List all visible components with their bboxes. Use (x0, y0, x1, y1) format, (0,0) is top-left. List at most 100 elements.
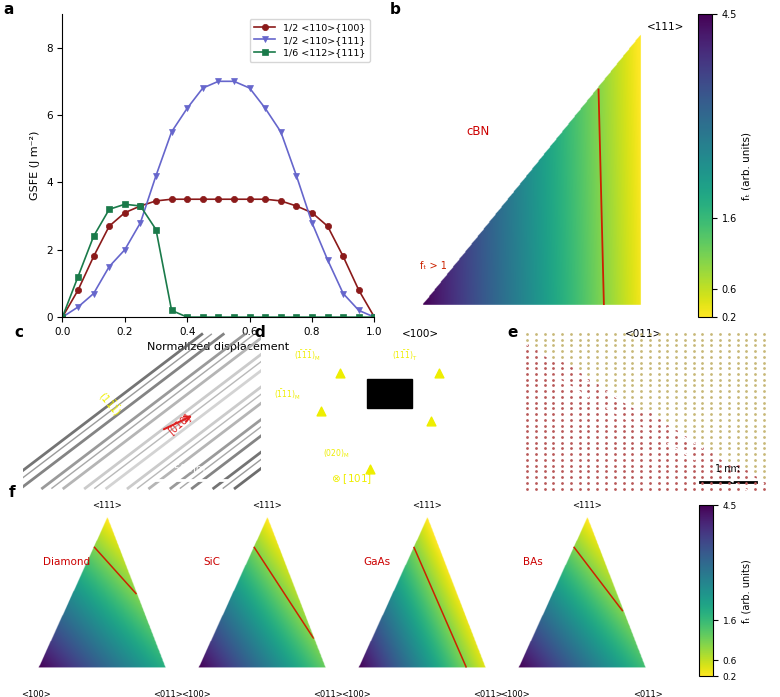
1/2 <110>{100} (167, 195, 176, 204)
1/2 <110>{100} (214, 195, 223, 204)
Text: <100>: <100> (402, 329, 438, 339)
Point (679, 328, 692, 339)
Text: <100>: <100> (501, 690, 530, 697)
1/6 <112>{111} (354, 313, 363, 321)
Text: d: d (254, 325, 265, 339)
1/6 <112>{111} (292, 313, 301, 321)
Text: <111>: <111> (92, 501, 122, 510)
Text: <011>: <011> (626, 329, 662, 339)
1/2 <110>{100} (245, 195, 254, 204)
1/2 <110>{111} (276, 128, 285, 136)
1/2 <110>{111} (89, 289, 98, 298)
Text: 1 nm: 1 nm (715, 464, 740, 474)
Point (759, 119, 771, 130)
Text: $(1\bar{1}\bar{1})_{\rm T}$: $(1\bar{1}\bar{1})_{\rm T}$ (392, 349, 418, 363)
Text: $(020)_{\rm T}$: $(020)_{\rm T}$ (385, 399, 410, 411)
1/6 <112>{111} (73, 273, 83, 281)
1/2 <110>{100} (136, 202, 145, 210)
1/2 <110>{100} (183, 195, 192, 204)
Text: $(1\bar{1}\bar{1})$: $(1\bar{1}\bar{1})$ (94, 388, 124, 418)
Point (679, 119, 692, 130)
1/6 <112>{111} (136, 202, 145, 210)
Text: <100>: <100> (181, 690, 211, 697)
1/2 <110>{100} (370, 313, 379, 321)
1/6 <112>{111} (183, 313, 192, 321)
Text: <011>: <011> (473, 690, 503, 697)
Text: [010]: [010] (166, 411, 193, 436)
1/6 <112>{111} (276, 313, 285, 321)
1/2 <110>{111} (229, 77, 239, 86)
1/2 <110>{111} (136, 219, 145, 227)
1/6 <112>{111} (120, 200, 129, 208)
1/2 <110>{100} (276, 197, 285, 205)
Text: $(\bar{1}11)_{\rm M}$: $(\bar{1}11)_{\rm M}$ (274, 388, 301, 402)
Line: 1/2 <110>{111}: 1/2 <110>{111} (59, 78, 378, 320)
1/2 <110>{111} (58, 313, 67, 321)
1/6 <112>{111} (339, 313, 348, 321)
1/2 <110>{100} (198, 195, 207, 204)
1/6 <112>{111} (370, 313, 379, 321)
Point (759, 68, 771, 79)
1/2 <110>{100} (73, 286, 83, 294)
Point (679, 275, 692, 286)
1/2 <110>{111} (151, 171, 161, 180)
Text: f: f (9, 485, 15, 500)
Text: <111>: <111> (647, 22, 684, 32)
Text: 50 nm: 50 nm (174, 464, 206, 474)
1/2 <110>{111} (167, 128, 176, 136)
1/2 <110>{100} (120, 208, 129, 217)
1/6 <112>{111} (151, 225, 161, 233)
Point (759, 171, 771, 183)
1/6 <112>{111} (261, 313, 270, 321)
Text: c: c (14, 325, 23, 339)
1/6 <112>{111} (105, 205, 114, 213)
Text: Diamond: Diamond (44, 557, 90, 567)
1/2 <110>{111} (214, 77, 223, 86)
1/2 <110>{100} (354, 286, 363, 294)
1/2 <110>{111} (261, 104, 270, 112)
Text: a: a (3, 2, 13, 17)
Text: $(\bar{1}\bar{1}\bar{1})_{\rm M}$: $(\bar{1}\bar{1}\bar{1})_{\rm M}$ (293, 349, 321, 363)
Point (759, 380, 771, 391)
X-axis label: Normalized displacement: Normalized displacement (147, 342, 289, 353)
1/6 <112>{111} (307, 313, 317, 321)
Text: <111>: <111> (252, 501, 282, 510)
Point (679, 380, 692, 391)
1/2 <110>{100} (339, 252, 348, 261)
1/2 <110>{111} (73, 302, 83, 311)
Text: SiC: SiC (204, 557, 220, 567)
1/6 <112>{111} (198, 313, 207, 321)
1/2 <110>{111} (354, 306, 363, 314)
1/6 <112>{111} (58, 313, 67, 321)
1/2 <110>{100} (229, 195, 239, 204)
1/2 <110>{111} (339, 289, 348, 298)
1/6 <112>{111} (245, 313, 254, 321)
1/2 <110>{111} (120, 245, 129, 254)
Text: <111>: <111> (572, 501, 602, 510)
1/2 <110>{100} (261, 195, 270, 204)
Text: <100>: <100> (341, 690, 370, 697)
1/2 <110>{100} (151, 197, 161, 205)
1/2 <110>{100} (292, 202, 301, 210)
Y-axis label: GSFE (J m⁻²): GSFE (J m⁻²) (30, 131, 41, 200)
Text: $(020)_{\rm M}$: $(020)_{\rm M}$ (323, 447, 350, 459)
Text: BAs: BAs (523, 557, 543, 567)
1/6 <112>{111} (229, 313, 239, 321)
1/6 <112>{111} (167, 306, 176, 314)
Text: $\otimes$ [101]: $\otimes$ [101] (331, 472, 371, 486)
Text: fₜ > 1: fₜ > 1 (420, 261, 447, 270)
Line: 1/6 <112>{111}: 1/6 <112>{111} (59, 201, 378, 320)
Text: e: e (508, 325, 518, 339)
1/2 <110>{111} (292, 171, 301, 180)
Text: <100>: <100> (21, 690, 51, 697)
Point (679, 224, 692, 235)
Text: cBN: cBN (466, 125, 490, 138)
Text: b: b (390, 2, 401, 17)
1/2 <110>{100} (89, 252, 98, 261)
1/2 <110>{111} (307, 219, 317, 227)
Text: GaAs: GaAs (363, 557, 390, 567)
1/2 <110>{100} (307, 208, 317, 217)
Text: <011>: <011> (153, 690, 183, 697)
1/2 <110>{111} (198, 84, 207, 92)
1/2 <110>{100} (58, 313, 67, 321)
